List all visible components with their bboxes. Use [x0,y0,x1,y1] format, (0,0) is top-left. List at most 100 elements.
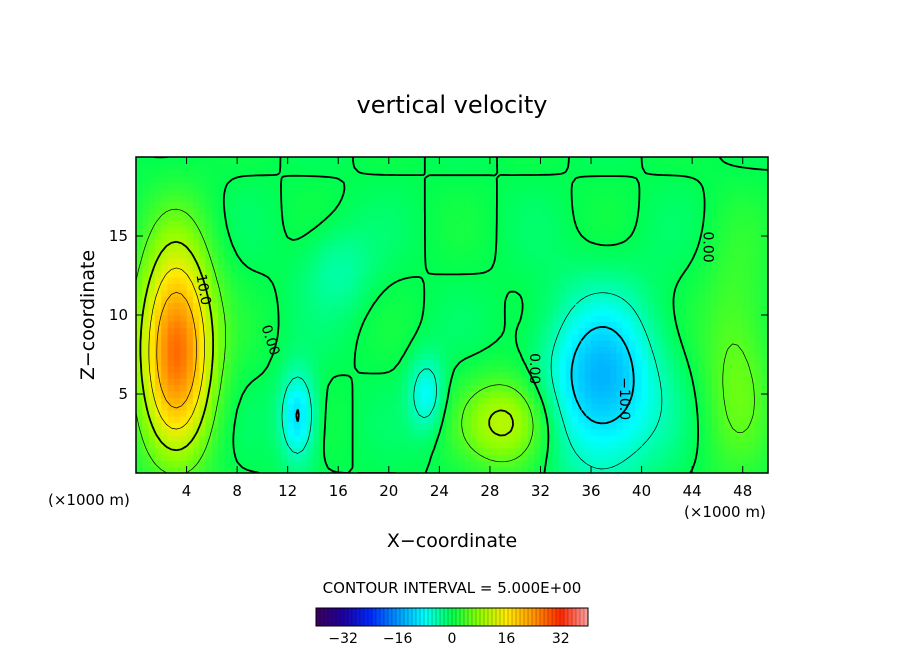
field-cell [749,239,756,247]
field-cell [426,283,434,291]
field-cell [312,194,320,202]
field-cell [344,340,352,348]
field-cell [136,460,143,468]
field-cell [148,352,156,360]
field-cell [546,403,554,411]
field-cell [186,422,194,430]
field-cell [237,245,245,253]
field-cell [325,232,333,240]
field-cell [331,296,339,303]
field-cell [559,378,567,386]
field-cell [622,277,630,284]
field-cell [647,447,655,455]
field-cell [281,435,289,442]
field-cell [275,384,282,392]
field-cell [464,169,472,177]
field-cell [344,384,352,392]
field-cell [666,416,674,424]
field-cell [508,251,516,259]
field-cell [749,245,756,253]
field-cell [319,441,327,449]
field-cell [603,321,611,329]
field-cell [306,365,314,373]
field-cell [527,466,535,473]
field-cell [673,435,681,442]
field-cell [515,213,523,221]
field-cell [559,283,567,291]
field-cell [470,422,478,430]
field-cell [445,327,453,335]
field-cell [388,435,396,442]
field-cell [388,359,396,367]
field-cell [464,258,472,266]
field-cell [711,264,719,272]
field-cell [369,403,377,411]
field-cell [553,175,561,183]
field-cell [508,397,516,405]
field-cell [388,422,396,430]
field-cell [717,207,725,215]
field-cell [414,340,421,348]
field-cell [622,289,630,297]
field-cell [546,220,554,228]
field-cell [312,333,320,341]
field-cell [369,258,377,266]
field-cell [388,321,396,329]
field-cell [218,251,226,259]
field-cell [369,213,377,221]
field-cell [616,384,624,392]
field-cell [458,175,466,183]
field-cell [186,182,194,190]
field-cell [167,258,175,266]
field-cell [553,258,561,266]
field-cell [730,245,737,253]
field-cell [673,397,681,405]
field-cell [458,333,466,341]
field-cell [591,245,598,253]
field-cell [717,277,725,284]
field-cell [470,333,478,341]
field-cell [344,232,352,240]
field-cell [755,403,763,411]
field-cell [363,308,371,316]
field-cell [439,352,447,360]
field-cell [294,352,301,360]
field-cell [654,201,662,209]
field-cell [711,213,719,221]
field-cell [376,403,384,411]
field-cell [736,182,744,190]
field-cell [268,277,276,284]
field-cell [717,188,725,196]
field-cell [736,378,744,386]
field-cell [363,359,371,367]
field-cell [610,378,617,386]
field-cell [546,201,554,209]
field-cell [243,340,251,348]
field-cell [628,188,636,196]
field-cell [344,428,352,436]
field-cell [742,428,750,436]
field-cell [344,251,352,259]
field-cell [641,403,649,411]
field-cell [521,175,529,183]
field-cell [275,251,282,259]
field-cell [325,333,333,341]
field-cell [338,289,346,297]
field-cell [679,378,687,386]
field-cell [192,447,200,455]
field-cell [262,175,270,183]
field-cell [167,422,175,430]
field-cell [350,365,358,373]
field-cell [610,466,617,473]
field-cell [382,371,390,379]
field-cell [230,371,238,379]
field-cell [414,447,421,455]
field-cell [704,315,712,322]
field-cell [489,346,497,354]
field-cell [192,175,200,183]
field-cell [363,371,371,379]
field-cell [256,194,263,202]
field-cell [218,270,226,278]
field-cell [704,157,712,164]
field-cell [553,264,561,272]
